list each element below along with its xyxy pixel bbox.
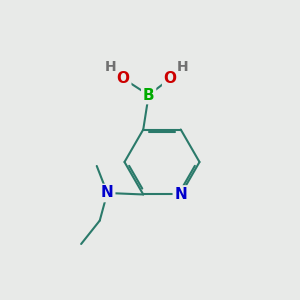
Text: N: N — [101, 185, 114, 200]
Text: N: N — [174, 187, 187, 202]
Text: O: O — [164, 71, 177, 86]
Text: H: H — [177, 60, 189, 74]
Text: H: H — [105, 60, 116, 74]
Text: B: B — [143, 88, 154, 103]
Text: O: O — [117, 71, 130, 86]
